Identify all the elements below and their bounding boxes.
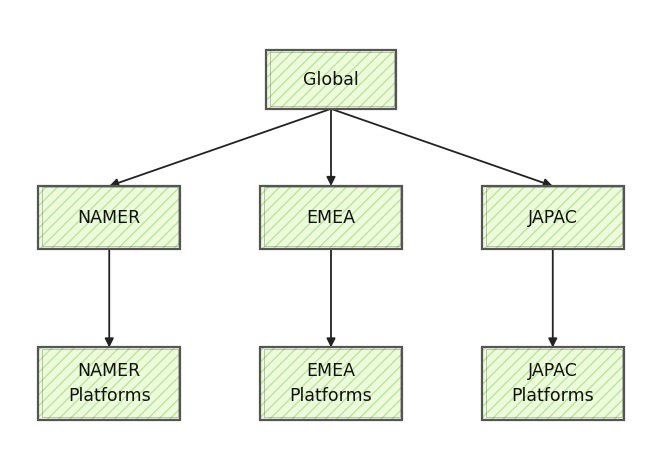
Bar — [38, 347, 180, 420]
Bar — [481, 186, 624, 249]
Bar — [481, 186, 624, 249]
Bar — [260, 347, 402, 420]
Bar — [260, 186, 402, 249]
Bar — [485, 349, 622, 417]
Bar — [38, 186, 180, 249]
Bar — [481, 347, 624, 420]
Bar — [263, 349, 400, 417]
Bar — [481, 347, 624, 420]
Bar — [38, 186, 180, 249]
Bar — [38, 347, 180, 420]
Bar — [260, 186, 402, 249]
Text: NAMER
Platforms: NAMER Platforms — [68, 362, 151, 405]
Text: NAMER: NAMER — [77, 209, 141, 227]
Bar — [266, 50, 395, 109]
Bar — [263, 187, 400, 246]
Bar — [42, 187, 179, 246]
Bar — [485, 187, 622, 246]
Text: JAPAC
Platforms: JAPAC Platforms — [511, 362, 594, 405]
Text: EMEA
Platforms: EMEA Platforms — [290, 362, 372, 405]
Text: EMEA: EMEA — [307, 209, 355, 227]
Bar — [38, 347, 180, 420]
Bar — [260, 347, 402, 420]
Bar — [481, 186, 624, 249]
Bar — [266, 50, 395, 109]
Text: JAPAC: JAPAC — [528, 209, 578, 227]
Bar — [260, 347, 402, 420]
Bar — [260, 186, 402, 249]
Bar — [266, 50, 395, 109]
Text: Global: Global — [303, 71, 359, 88]
Bar — [38, 186, 180, 249]
Bar — [481, 347, 624, 420]
Bar — [42, 349, 179, 417]
Bar — [270, 51, 393, 106]
